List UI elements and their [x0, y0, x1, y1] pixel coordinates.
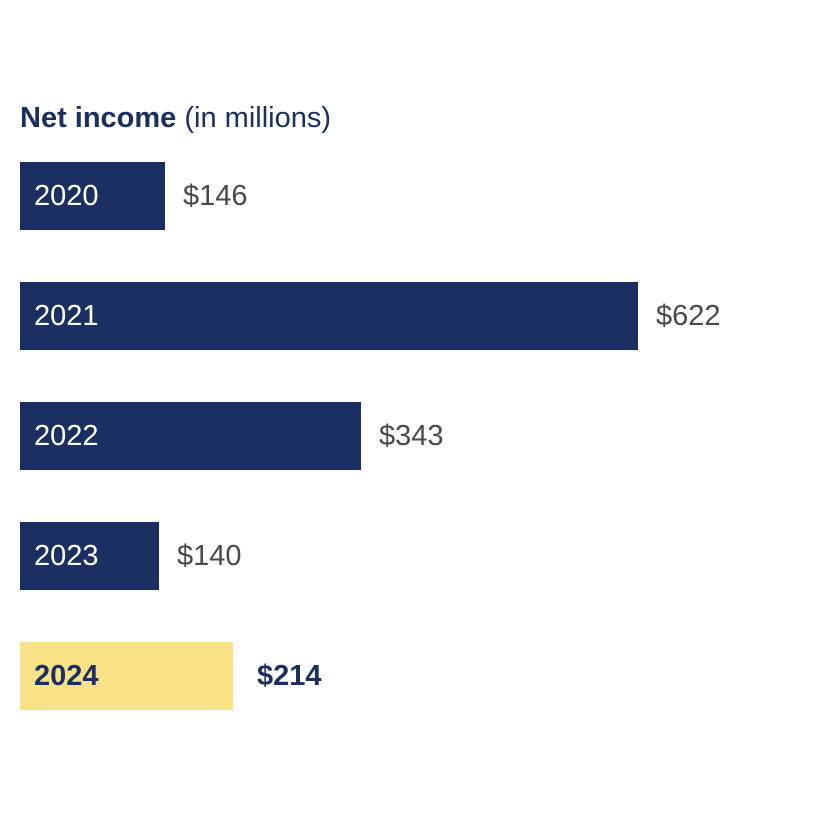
chart-title: Net income (in millions) — [20, 102, 331, 135]
bar-value-label: $214 — [257, 660, 322, 692]
bar-category-label: 2024 — [34, 659, 99, 692]
bar-2024: 2024 — [20, 642, 233, 710]
bar-value-label: $146 — [183, 180, 248, 212]
bar-category-label: 2021 — [34, 299, 99, 332]
chart-title-unit: (in millions) — [184, 102, 332, 134]
bar-value-label: $140 — [177, 540, 242, 572]
bar-2023: 2023 — [20, 522, 159, 590]
bar-value-label: $622 — [656, 300, 721, 332]
bar-2022: 2022 — [20, 402, 361, 470]
bar-value-label: $343 — [379, 420, 444, 452]
bar-category-label: 2023 — [34, 539, 99, 572]
bar-category-label: 2020 — [34, 179, 99, 212]
bar-2020: 2020 — [20, 162, 165, 230]
bar-2021: 2021 — [20, 282, 638, 350]
chart-title-main: Net income — [20, 102, 177, 134]
bar-category-label: 2022 — [34, 419, 99, 452]
